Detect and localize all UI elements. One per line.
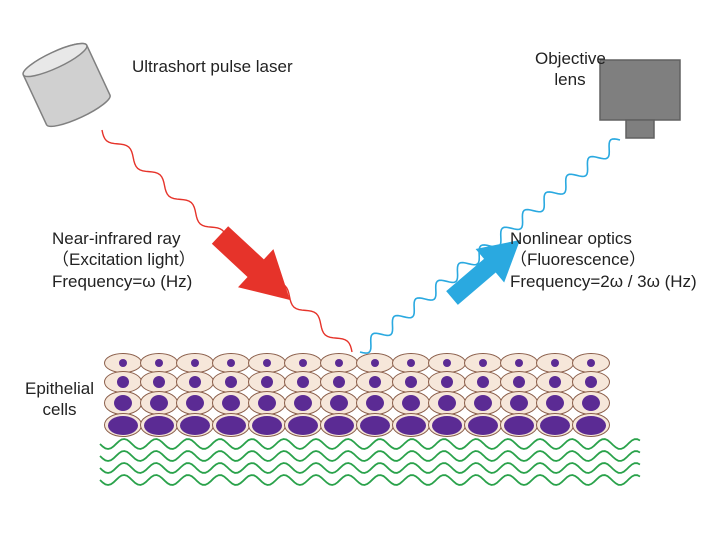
near-ir-label: Near-infrared ray （Excitation light） Fre… <box>52 228 196 292</box>
epithelial-label: Epithelial cells <box>25 378 94 421</box>
nonlinear-label: Nonlinear optics （Fluorescence） Frequenc… <box>510 228 697 292</box>
objective-label: Objective lens <box>535 48 605 91</box>
basement-membrane-wave <box>100 475 640 485</box>
basement-membrane-wave <box>100 439 640 449</box>
laser-device <box>20 38 113 132</box>
basement-membrane-wave <box>100 463 640 473</box>
objective-lens-device <box>600 60 680 138</box>
basement-membrane-wave <box>100 451 640 461</box>
laser-label: Ultrashort pulse laser <box>132 56 293 77</box>
excitation-arrow <box>212 226 290 300</box>
